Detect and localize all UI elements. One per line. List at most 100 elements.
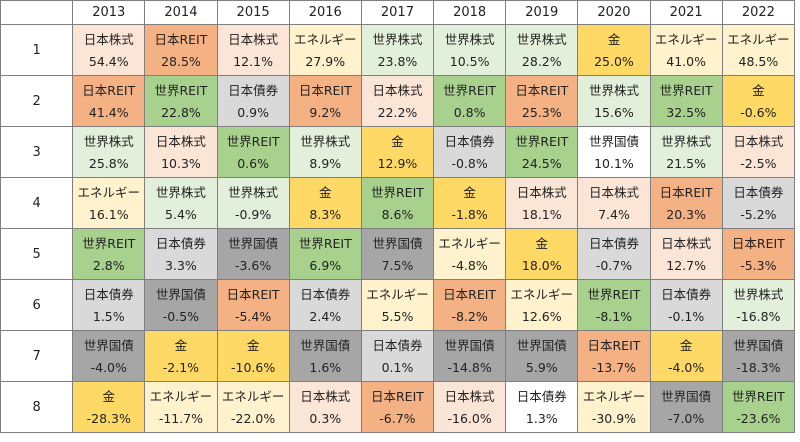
return-value: -30.9% <box>591 411 637 426</box>
return-cell: 日本REIT -5.3% <box>721 228 796 280</box>
return-cell: 日本REIT 28.5% <box>144 24 218 76</box>
year-header-row: 2013 2014 2015 2016 2017 2018 2019 2020 2021 2022 <box>0 0 796 25</box>
return-cell: 世界国債 5.9% <box>505 330 579 382</box>
return-cell: 世界国債 -18.3% <box>721 330 796 382</box>
return-value: -5.2% <box>740 207 777 222</box>
year-header: 2015 <box>216 0 290 25</box>
asset-name: 日本REIT <box>298 83 352 98</box>
return-cell: 世界株式 21.5% <box>649 126 723 178</box>
return-value: 23.8% <box>377 54 418 69</box>
return-value: 8.6% <box>381 207 414 222</box>
return-cell: 日本株式 -2.5% <box>721 126 796 178</box>
return-cell: 日本債券 1.5% <box>72 279 146 331</box>
asset-name: 金 <box>319 185 332 200</box>
return-cell: 金 -4.0% <box>649 330 723 382</box>
asset-name: 金 <box>391 134 404 149</box>
return-value: -5.3% <box>740 258 777 273</box>
return-value: 0.9% <box>237 105 269 120</box>
asset-name: 世界国債 <box>228 236 279 251</box>
return-value: 9.2% <box>309 105 342 120</box>
return-cell: 金 -0.6% <box>721 75 796 127</box>
return-cell: 日本株式 0.3% <box>288 381 362 433</box>
return-cell: 金 -1.8% <box>433 177 507 229</box>
return-value: 1.6% <box>309 360 342 375</box>
return-cell: 日本株式 7.4% <box>577 177 651 229</box>
return-cell: 世界REIT 24.5% <box>505 126 579 178</box>
asset-name: 世界国債 <box>733 338 784 353</box>
return-cell: 日本株式 -16.0% <box>433 381 507 433</box>
asset-name: 世界国債 <box>155 287 206 302</box>
return-cell: 世界REIT -8.1% <box>577 279 651 331</box>
return-value: 16.1% <box>88 207 129 222</box>
return-value: 6.9% <box>309 258 342 273</box>
return-cell: 世界REIT -23.6% <box>721 381 796 433</box>
return-cell: 世界REIT 32.5% <box>649 75 723 127</box>
return-cell: エネルギー 48.5% <box>721 24 796 76</box>
rank-row: 5 世界REIT 2.8% 日本債券 3.3% 世界国債 -3.6% 世界REIT 6.9% 世界… <box>0 228 796 280</box>
return-cell: エネルギー 12.6% <box>505 279 579 331</box>
asset-name: 世界株式 <box>228 185 279 200</box>
asset-name: 日本債券 <box>372 338 423 353</box>
return-value: -22.0% <box>230 411 276 426</box>
return-cell: 世界株式 28.2% <box>505 24 579 76</box>
asset-name: 世界国債 <box>444 338 495 353</box>
return-value: 15.6% <box>594 105 634 120</box>
return-cell: 日本債券 -5.2% <box>721 177 796 229</box>
asset-name: エネルギー <box>438 236 501 251</box>
asset-name: 金 <box>607 32 621 47</box>
return-value: -3.6% <box>234 258 272 273</box>
asset-name: 世界国債 <box>372 236 423 251</box>
return-value: 25.8% <box>88 156 129 171</box>
year-header: 2017 <box>360 0 435 25</box>
return-value: 20.3% <box>666 207 706 222</box>
asset-name: 日本REIT <box>731 236 785 251</box>
asset-name: 日本REIT <box>370 389 424 404</box>
return-cell: 世界REIT 8.6% <box>360 177 435 229</box>
return-value: 28.5% <box>161 54 201 69</box>
asset-name: 世界国債 <box>516 338 567 353</box>
rank-row: 3 世界株式 25.8% 日本株式 10.3% 世界REIT 0.6% 世界株式 8.9% 金 12… <box>0 126 796 178</box>
return-cell: 日本株式 22.2% <box>360 75 435 127</box>
return-value: -16.8% <box>736 309 781 324</box>
asset-name: 日本債券 <box>733 185 784 200</box>
return-cell: 日本債券 -0.8% <box>433 126 507 178</box>
asset-name: 金 <box>246 338 260 353</box>
asset-name: 世界REIT <box>298 236 352 251</box>
asset-name: 日本REIT <box>154 32 208 47</box>
return-cell: エネルギー 5.5% <box>360 279 435 331</box>
asset-name: 世界REIT <box>82 236 136 251</box>
return-cell: エネルギー 16.1% <box>72 177 146 229</box>
return-cell: 世界国債 -7.0% <box>649 381 723 433</box>
asset-name: 世界株式 <box>516 32 567 47</box>
rank-row: 7 世界国債 -4.0% 金 -2.1% 金 -10.6% 世界国債 1.6% 日本債券 0.1% 世… <box>0 330 796 382</box>
return-value: 2.4% <box>309 309 342 324</box>
year-header: 2013 <box>72 0 146 25</box>
return-cell: 金 25.0% <box>577 24 651 76</box>
return-value: 0.3% <box>309 411 342 426</box>
return-cell: 日本株式 10.3% <box>144 126 218 178</box>
return-cell: 日本株式 12.1% <box>216 24 290 76</box>
year-header: 2016 <box>288 0 362 25</box>
asset-name: 金 <box>679 338 693 353</box>
return-cell: 日本REIT 20.3% <box>649 177 723 229</box>
return-value: 12.7% <box>666 258 706 273</box>
return-value: 10.5% <box>449 54 490 69</box>
return-value: -10.6% <box>230 360 276 375</box>
return-value: -0.8% <box>451 156 488 171</box>
year-header: 2020 <box>577 0 651 25</box>
return-value: 2.8% <box>92 258 125 273</box>
asset-name: 日本株式 <box>372 83 423 98</box>
asset-name: 世界株式 <box>155 185 206 200</box>
return-value: -0.7% <box>595 258 633 273</box>
asset-name: 金 <box>174 338 188 353</box>
asset-name: 世界REIT <box>370 185 424 200</box>
return-cell: 世界国債 -0.5% <box>144 279 218 331</box>
asset-name: 日本債券 <box>155 236 206 251</box>
asset-name: エネルギー <box>221 389 285 404</box>
rank-label: 7 <box>0 330 74 382</box>
return-cell: 金 -10.6% <box>216 330 290 382</box>
return-cell: エネルギー 41.0% <box>649 24 723 76</box>
asset-name: 日本債券 <box>516 389 567 404</box>
asset-name: エネルギー <box>77 185 141 200</box>
year-header: 2014 <box>144 0 218 25</box>
